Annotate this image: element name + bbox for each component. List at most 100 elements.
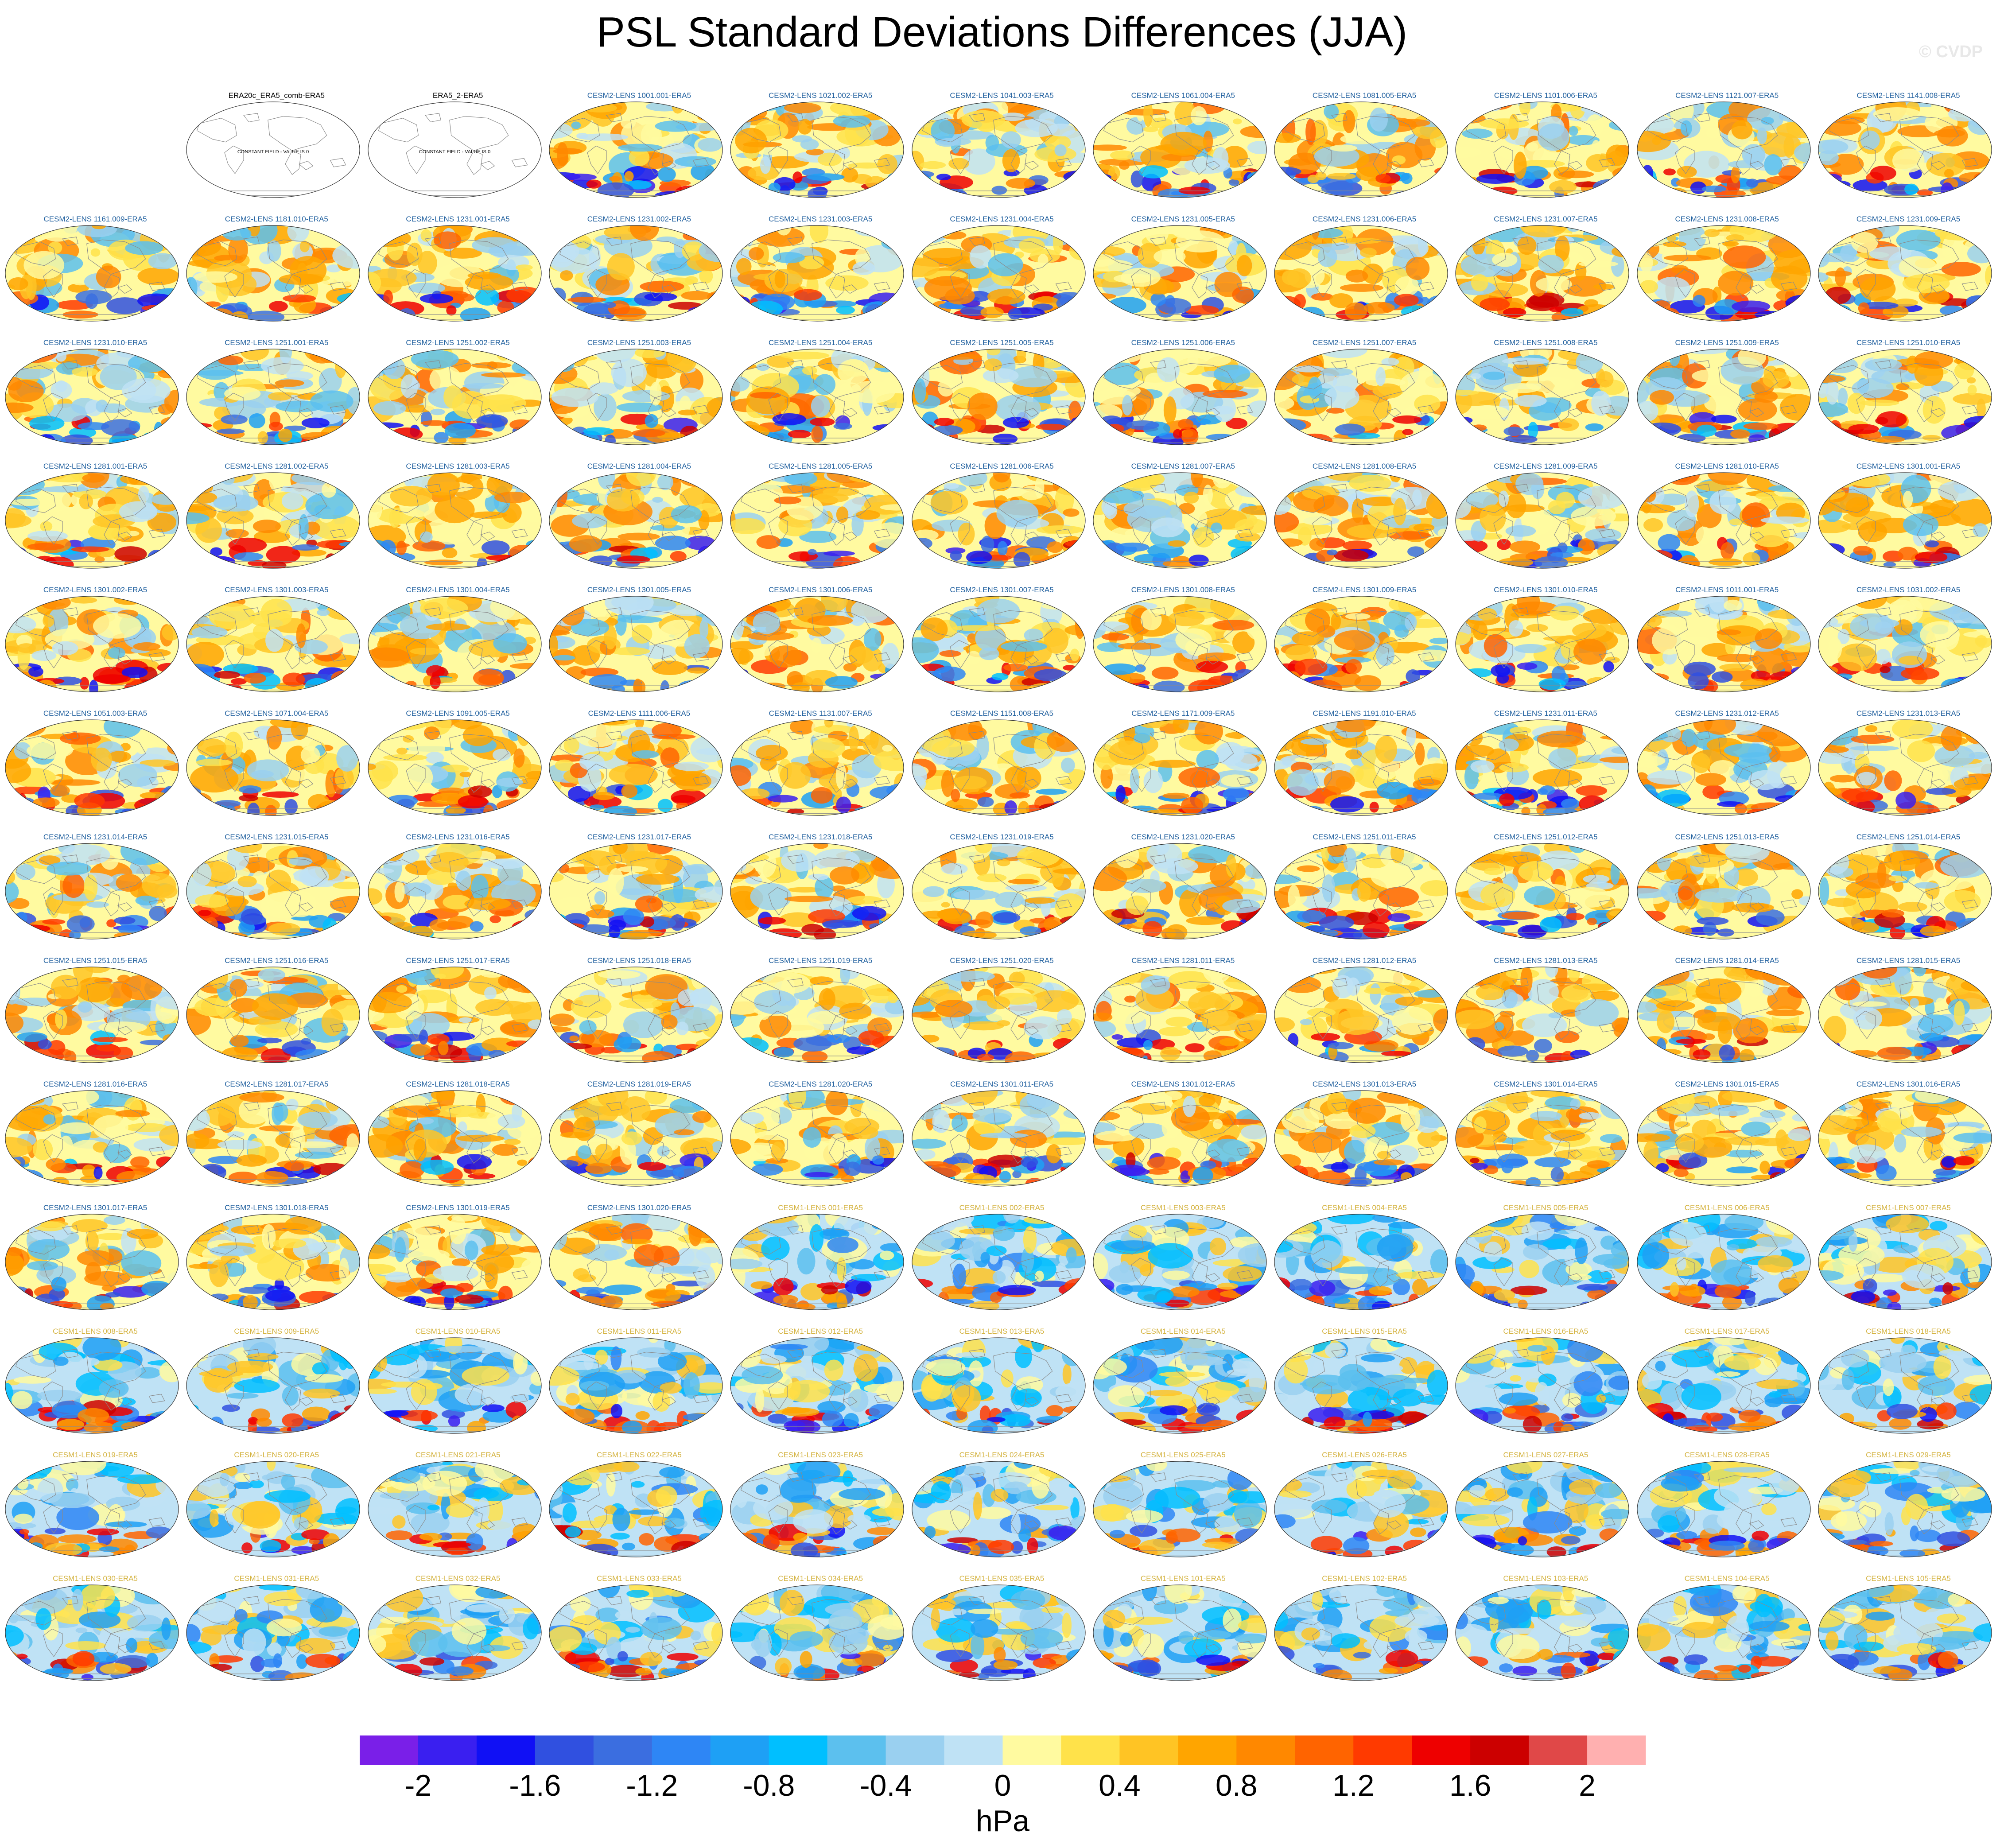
map-panel: CESM2-LENS 1071.004-ERA5 — [186, 709, 367, 833]
world-map — [1818, 596, 1992, 692]
map-panel: CESM2-LENS 1301.007-ERA5 — [911, 586, 1093, 710]
world-map — [186, 719, 360, 816]
panel-title: CESM2-LENS 1251.002-ERA5 — [406, 338, 510, 347]
map-panel: CESM2-LENS 1231.014-ERA5 — [4, 833, 186, 957]
panel-title: CESM1-LENS 027-ERA5 — [1503, 1451, 1588, 1459]
world-map — [1093, 349, 1267, 445]
panel-title: CESM1-LENS 030-ERA5 — [53, 1574, 138, 1583]
panel-title: CESM2-LENS 1281.019-ERA5 — [587, 1080, 691, 1088]
map-panel: CESM2-LENS 1021.002-ERA5 — [730, 91, 911, 215]
world-map — [5, 1461, 179, 1557]
world-map — [911, 719, 1086, 816]
panel-title: CESM1-LENS 010-ERA5 — [415, 1327, 501, 1336]
world-map — [730, 719, 904, 816]
panel-title: CESM1-LENS 007-ERA5 — [1866, 1204, 1951, 1212]
map-panel: CESM1-LENS 003-ERA5 — [1092, 1204, 1274, 1328]
map-panel: CESM2-LENS 1281.009-ERA5 — [1455, 462, 1636, 586]
panel-title: CESM2-LENS 1281.004-ERA5 — [587, 462, 691, 470]
colorbar-tick-label: 2 — [1579, 1769, 1596, 1802]
map-panel: CESM2-LENS 1251.003-ERA5 — [548, 338, 730, 462]
world-map — [1818, 1584, 1992, 1681]
world-map — [1274, 1214, 1448, 1310]
panel-title: CESM1-LENS 021-ERA5 — [415, 1451, 501, 1459]
world-map — [1637, 1337, 1811, 1434]
map-panel: CESM2-LENS 1251.008-ERA5 — [1455, 338, 1636, 462]
colorbar-tick-label: -0.8 — [743, 1769, 795, 1802]
panel-title: CESM1-LENS 013-ERA5 — [959, 1327, 1045, 1336]
panel-title: CESM2-LENS 1051.003-ERA5 — [43, 709, 148, 718]
panel-title: CESM1-LENS 032-ERA5 — [415, 1574, 501, 1583]
panel-title: CESM2-LENS 1021.002-ERA5 — [769, 91, 873, 100]
world-map — [186, 596, 360, 692]
world-map — [1274, 843, 1448, 940]
map-panel: CESM1-LENS 103-ERA5 — [1455, 1574, 1636, 1698]
world-map — [730, 1337, 904, 1434]
world-map — [5, 967, 179, 1063]
map-panel: CESM2-LENS 1001.001-ERA5 — [548, 91, 730, 215]
map-panel: CESM2-LENS 1281.016-ERA5 — [4, 1080, 186, 1204]
colorbar-bin — [476, 1735, 536, 1765]
map-panel: CESM2-LENS 1141.008-ERA5 — [1818, 91, 1999, 215]
world-map — [5, 843, 179, 940]
panel-title: CESM2-LENS 1281.011-ERA5 — [1131, 956, 1235, 965]
map-panel: CESM1-LENS 026-ERA5 — [1274, 1451, 1455, 1575]
colorbar-bin — [652, 1735, 711, 1765]
map-panel: CESM2-LENS 1061.004-ERA5 — [1092, 91, 1274, 215]
world-map: CONSTANT FIELD - VALUE IS 0 — [367, 101, 542, 198]
map-panel: CESM2-LENS 1251.002-ERA5 — [367, 338, 549, 462]
world-map — [1455, 101, 1629, 198]
panel-title: CESM2-LENS 1231.011-ERA5 — [1494, 709, 1597, 718]
panel-title: CESM1-LENS 105-ERA5 — [1866, 1574, 1951, 1583]
map-panel: CESM1-LENS 023-ERA5 — [730, 1451, 911, 1575]
world-map — [549, 349, 723, 445]
map-panel: CESM2-LENS 1301.008-ERA5 — [1092, 586, 1274, 710]
world-map — [730, 1461, 904, 1557]
panel-title: CESM2-LENS 1091.005-ERA5 — [406, 709, 510, 718]
colorbar-bin — [418, 1735, 477, 1765]
panel-title: CESM2-LENS 1251.017-ERA5 — [406, 956, 510, 965]
panel-title: CESM2-LENS 1081.005-ERA5 — [1312, 91, 1417, 100]
world-map — [367, 349, 542, 445]
panel-title: CESM2-LENS 1231.005-ERA5 — [1131, 215, 1235, 223]
map-panel: CESM1-LENS 017-ERA5 — [1636, 1327, 1818, 1451]
panel-title: CESM2-LENS 1281.006-ERA5 — [950, 462, 1054, 470]
map-panel: CESM2-LENS 1281.005-ERA5 — [730, 462, 911, 586]
map-panel: CESM2-LENS 1191.010-ERA5 — [1274, 709, 1455, 833]
world-map — [1093, 719, 1267, 816]
map-panel: CESM1-LENS 031-ERA5 — [186, 1574, 367, 1698]
world-map — [1818, 1337, 1992, 1434]
world-map — [1637, 1090, 1811, 1187]
map-panel: CESM1-LENS 034-ERA5 — [730, 1574, 911, 1698]
panel-title: CESM2-LENS 1231.016-ERA5 — [406, 833, 510, 841]
panel-title: CESM1-LENS 005-ERA5 — [1503, 1204, 1588, 1212]
world-map — [911, 472, 1086, 569]
world-map — [1274, 225, 1448, 322]
map-panel: CESM2-LENS 1281.011-ERA5 — [1092, 956, 1274, 1080]
map-panel: CESM2-LENS 1231.009-ERA5 — [1818, 215, 1999, 339]
map-panel: CESM2-LENS 1231.001-ERA5 — [367, 215, 549, 339]
world-map — [1818, 843, 1992, 940]
colorbar-bin — [1295, 1735, 1354, 1765]
map-panel: CESM2-LENS 1281.014-ERA5 — [1636, 956, 1818, 1080]
world-map — [367, 596, 542, 692]
map-panel: CESM2-LENS 1251.012-ERA5 — [1455, 833, 1636, 957]
panel-title: CESM2-LENS 1061.004-ERA5 — [1131, 91, 1235, 100]
world-map — [1093, 225, 1267, 322]
world-map — [1274, 1461, 1448, 1557]
map-panel: CESM2-LENS 1231.008-ERA5 — [1636, 215, 1818, 339]
map-panel: CESM2-LENS 1101.006-ERA5 — [1455, 91, 1636, 215]
world-map — [549, 719, 723, 816]
world-map — [1455, 225, 1629, 322]
map-panel: CESM2-LENS 1251.004-ERA5 — [730, 338, 911, 462]
world-map — [730, 596, 904, 692]
map-panel: CESM2-LENS 1281.004-ERA5 — [548, 462, 730, 586]
panel-title: CESM1-LENS 104-ERA5 — [1684, 1574, 1770, 1583]
map-panel: CESM2-LENS 1111.006-ERA5 — [548, 709, 730, 833]
world-map — [367, 472, 542, 569]
world-map — [1637, 1214, 1811, 1310]
map-panel: CESM2-LENS 1251.011-ERA5 — [1274, 833, 1455, 957]
panel-title: CESM2-LENS 1301.004-ERA5 — [406, 586, 510, 594]
map-panel: CESM2-LENS 1251.016-ERA5 — [186, 956, 367, 1080]
map-panel: CESM1-LENS 105-ERA5 — [1818, 1574, 1999, 1698]
panel-title: CESM2-LENS 1281.007-ERA5 — [1131, 462, 1235, 470]
